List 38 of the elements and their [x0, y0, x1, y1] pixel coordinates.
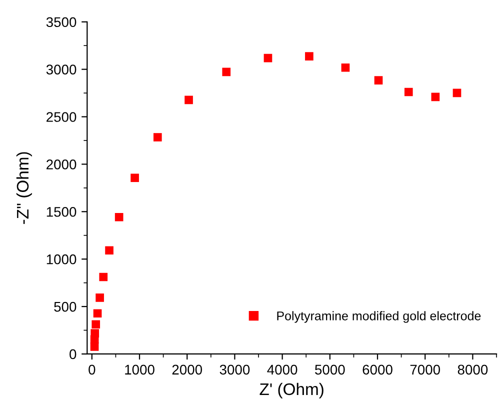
point	[431, 92, 440, 102]
point	[404, 88, 413, 96]
x-tick-label: 5000	[315, 364, 345, 375]
point	[114, 212, 124, 222]
point	[93, 309, 102, 318]
point	[130, 174, 139, 182]
point	[105, 246, 114, 255]
point	[99, 272, 108, 282]
y-tick-label: 3500	[46, 17, 76, 28]
y-tick-label: 1000	[46, 254, 76, 264]
point	[96, 294, 104, 302]
x-tick-label: 3000	[220, 364, 250, 375]
x-axis-title: Z' (Ohm)	[260, 382, 324, 398]
point	[153, 133, 162, 142]
y-tick-label: 1500	[46, 206, 76, 217]
point	[305, 52, 314, 60]
point	[341, 63, 350, 72]
y-axis-title: -Z" (Ohm)	[16, 152, 32, 224]
point	[264, 54, 272, 62]
x-tick-label: 8000	[458, 364, 488, 375]
legend-label: Polytyramine modified gold electrode	[277, 311, 481, 323]
point	[90, 329, 100, 338]
y-tick-label: 2000	[46, 160, 76, 170]
x-tick-label: 7000	[410, 364, 440, 375]
point	[452, 88, 462, 98]
point	[222, 68, 231, 76]
y-tick-label: 3000	[46, 64, 76, 74]
point	[184, 96, 193, 104]
y-tick-label: 0	[70, 349, 76, 360]
point	[374, 76, 383, 84]
y-tick-label: 2500	[46, 112, 76, 122]
point	[92, 320, 100, 329]
x-tick-label: 0	[88, 364, 96, 375]
y-tick-label: 500	[54, 302, 76, 312]
x-tick-label: 1000	[125, 364, 154, 375]
x-tick-label: 2000	[172, 364, 202, 375]
x-tick-label: 6000	[362, 364, 392, 375]
x-tick-label: 4000	[267, 364, 298, 375]
